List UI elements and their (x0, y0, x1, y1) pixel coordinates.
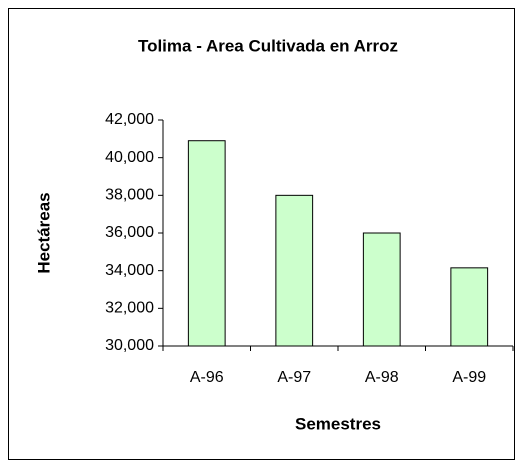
y-tick-label: 32,000 (105, 300, 154, 317)
x-tick-label: A-96 (190, 369, 224, 386)
y-tick-label: 34,000 (105, 262, 154, 279)
x-tick-label: A-99 (452, 369, 486, 386)
y-tick-label: 30,000 (105, 337, 154, 354)
chart-title: Tolima - Area Cultivada en Arroz (138, 36, 398, 55)
bar (187, 140, 226, 347)
bar (275, 194, 314, 347)
x-tick-label: A-98 (365, 369, 399, 386)
x-axis-title: Semestres (295, 414, 381, 433)
y-tick-label: 36,000 (105, 224, 154, 241)
x-tick-label: A-97 (277, 369, 311, 386)
y-tick-label: 40,000 (105, 149, 154, 166)
y-tick-label: 42,000 (105, 111, 154, 128)
chart-border (8, 8, 515, 460)
y-tick-label: 38,000 (105, 187, 154, 204)
y-axis-title: Hectáreas (34, 192, 53, 273)
bar (362, 232, 401, 347)
bar (450, 267, 489, 347)
